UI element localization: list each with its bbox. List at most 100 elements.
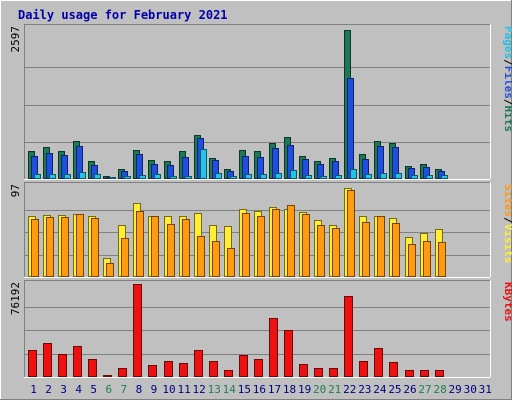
bar-kbytes	[118, 368, 127, 377]
bar-pages	[79, 172, 86, 179]
day-label: 4	[75, 383, 82, 396]
bar-kbytes	[359, 361, 368, 377]
bar-pages	[380, 173, 387, 179]
bar-kbytes	[224, 370, 233, 377]
day-label: 12	[193, 383, 206, 396]
bar-sites	[408, 244, 416, 277]
chart-panels: 2597Pages/Files/Hits97Sites/Visits76192K…	[9, 24, 512, 378]
legend-sites: Sites	[502, 184, 512, 217]
day-label: 18	[283, 383, 296, 396]
bar-kbytes	[405, 370, 414, 377]
day-label: 11	[177, 383, 190, 396]
bar-kbytes	[435, 370, 444, 377]
bar-pages	[350, 169, 357, 179]
bar-sites	[317, 225, 325, 277]
bar-kbytes	[73, 346, 82, 377]
bar-sites	[91, 218, 99, 277]
bar-sites	[61, 217, 69, 277]
day-label: 24	[373, 383, 387, 396]
day-label: 27	[418, 383, 431, 396]
bar-files	[182, 157, 189, 179]
bar-kbytes	[269, 318, 278, 377]
legend-hits: Hits	[502, 106, 512, 133]
bar-pages	[170, 176, 177, 179]
bar-sites	[151, 216, 159, 277]
series-files	[31, 78, 445, 179]
bar-sites	[227, 248, 235, 277]
bar-files	[347, 78, 354, 179]
bar-sites	[332, 228, 340, 277]
day-label: 22	[343, 383, 356, 396]
bar-kbytes	[28, 350, 37, 377]
bar-kbytes	[148, 365, 157, 377]
bar-pages	[185, 176, 192, 179]
day-label: 26	[403, 383, 416, 396]
bar-kbytes	[133, 284, 142, 377]
bar-pages	[94, 174, 101, 179]
bar-sites	[362, 222, 370, 277]
day-label: 10	[162, 383, 175, 396]
bar-kbytes	[374, 348, 383, 377]
bar-pages	[154, 174, 161, 179]
bar-kbytes	[314, 368, 323, 377]
panel-kbytes: 76192 KBytes	[9, 280, 512, 378]
bar-pages	[426, 175, 433, 179]
bar-pages	[215, 173, 222, 179]
bar-sites	[136, 211, 144, 277]
bar-sites	[287, 205, 295, 277]
bar-pages	[49, 174, 56, 179]
bar-kbytes	[420, 370, 429, 377]
day-label: 21	[328, 383, 341, 396]
bar-sites	[377, 216, 385, 277]
day-label: 19	[298, 383, 311, 396]
day-label: 1	[30, 383, 37, 396]
day-label: 9	[151, 383, 158, 396]
day-label: 8	[136, 383, 143, 396]
day-label: 7	[121, 383, 128, 396]
bar-sites	[197, 236, 205, 277]
bar-kbytes	[299, 364, 308, 377]
day-label: 29	[449, 383, 462, 396]
legend-kbytes: KBytes	[502, 282, 512, 322]
legend-visits: Visits	[502, 224, 512, 264]
x-axis-day-labels: 1 2 3 4 5 6 7 8 9 10 11 12 13 14 15 16 17 18 19 20 21 22 23 24 2…	[30, 383, 492, 396]
day-label: 30	[464, 383, 477, 396]
bar-pages	[139, 175, 146, 179]
chart-title: Daily usage for February 2021	[18, 8, 228, 22]
bar-sites	[106, 263, 114, 277]
day-label: 15	[238, 383, 251, 396]
bar-sites	[242, 213, 250, 277]
bar-kbytes	[43, 343, 52, 377]
y-axis-max-label: 76192	[9, 282, 22, 315]
bar-sites	[347, 190, 355, 277]
day-label: 25	[388, 383, 401, 396]
bar-files	[136, 154, 143, 179]
bar-sites	[423, 241, 431, 277]
bar-pages	[245, 174, 252, 179]
bar-pages	[441, 175, 448, 179]
bar-pages	[275, 173, 282, 179]
day-label: 31	[479, 383, 492, 396]
day-label: 13	[208, 383, 221, 396]
bar-pages	[335, 175, 342, 179]
bar-kbytes	[329, 368, 338, 377]
bar-sites	[167, 224, 175, 277]
day-label: 14	[223, 383, 237, 396]
bar-pages	[395, 173, 402, 179]
day-label: 3	[60, 383, 67, 396]
panel-legend: KBytes	[502, 282, 512, 322]
legend-files: Files	[502, 66, 512, 99]
bar-kbytes	[284, 330, 293, 377]
day-label: 28	[433, 383, 446, 396]
bar-sites	[212, 241, 220, 277]
bar-kbytes	[344, 296, 353, 377]
bar-sites	[76, 214, 84, 277]
legend-separator: /	[502, 217, 512, 224]
bar-sites	[438, 242, 446, 277]
y-axis-max-label: 97	[9, 184, 22, 197]
bar-sites	[31, 219, 39, 277]
panel-legend: Sites/Visits	[502, 184, 512, 264]
bar-pages	[230, 176, 237, 179]
